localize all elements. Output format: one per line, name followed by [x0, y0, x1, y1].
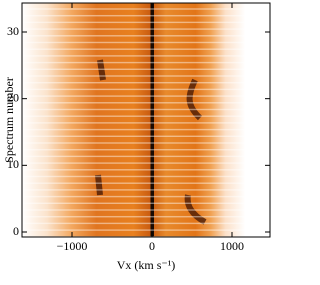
x-tick-label: 1000 [220, 239, 244, 253]
y-axis-label: Spectrum number [2, 77, 16, 163]
chart: Spectrum number Vx (km s⁻¹) −1000 0 1000 0 1… [2, 2, 271, 272]
y-tick-label: 10 [7, 157, 19, 171]
spectrum-image [22, 3, 270, 237]
plot-frame [21, 2, 271, 238]
y-tick-label: 20 [7, 90, 19, 104]
y-tick-label: 0 [13, 224, 19, 238]
y-tick-label: 30 [7, 24, 19, 38]
x-axis-label: Vx (km s⁻¹) [117, 258, 176, 272]
x-tick-label: 0 [149, 239, 155, 253]
x-tick-label: −1000 [57, 239, 88, 253]
